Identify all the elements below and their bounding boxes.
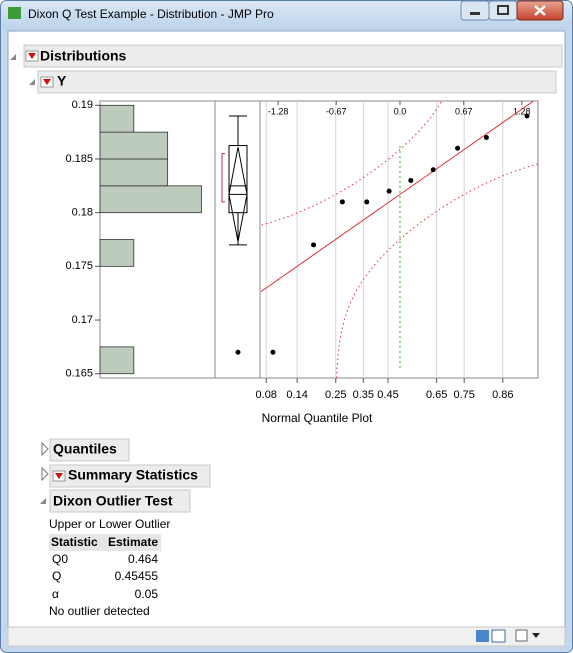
x-tick-label: 0.25 — [325, 389, 346, 401]
x-tick-label: 0.45 — [377, 389, 398, 401]
section-title: Quantiles — [53, 441, 117, 457]
shortest-half — [221, 153, 225, 203]
section-header[interactable] — [49, 489, 191, 513]
quantile-plot-title: Normal Quantile Plot — [262, 411, 373, 425]
quantile-plot-area — [261, 101, 538, 378]
disclosure-closed[interactable] — [41, 466, 49, 482]
section-title: Summary Statistics — [68, 467, 198, 483]
quantile-point — [430, 167, 436, 173]
quantile-point — [364, 199, 370, 205]
quantile-point — [339, 199, 345, 205]
top-tick-label: 0.67 — [455, 106, 473, 116]
top-tick-label: 1.28 — [513, 106, 531, 116]
column-header: Statistic — [51, 535, 98, 549]
row-value: 0.05 — [135, 587, 159, 601]
disclosure-open[interactable] — [29, 79, 35, 85]
section-title: Dixon Outlier Test — [53, 493, 173, 509]
quantile-point — [386, 188, 392, 194]
confidence-band — [261, 101, 443, 226]
report-icon[interactable] — [491, 629, 506, 643]
top-tick-label: -1.28 — [268, 106, 289, 116]
histogram-bar — [99, 158, 169, 187]
y-tick-label: 0.17 — [72, 314, 93, 326]
mean-diamond — [228, 147, 248, 242]
x-tick-label: 0.08 — [256, 389, 277, 401]
red-triangle — [55, 473, 63, 479]
histogram-bar — [99, 104, 135, 133]
variable-title: Y — [57, 73, 67, 89]
red-triangle — [28, 53, 36, 59]
histogram-bar — [99, 185, 202, 214]
y-tick-label: 0.18 — [72, 207, 93, 219]
y-tick-label: 0.19 — [72, 99, 93, 111]
x-tick-label: 0.65 — [426, 389, 447, 401]
histogram-bar — [99, 131, 169, 160]
histogram-bar — [99, 239, 135, 267]
app-icon — [8, 7, 21, 19]
status-bar — [7, 626, 566, 647]
y-tick-label: 0.175 — [65, 260, 93, 272]
maximize-icon — [497, 5, 509, 15]
dixon-subtitle: Upper or Lower Outlier — [49, 517, 170, 531]
disclosure-open[interactable] — [40, 498, 46, 504]
section-header[interactable] — [49, 464, 211, 488]
minimize-icon — [470, 12, 480, 15]
box — [228, 145, 248, 214]
y-tick-label: 0.165 — [65, 368, 93, 380]
checkbox-icon[interactable] — [515, 629, 528, 642]
table-header — [49, 534, 161, 551]
row-label: α — [52, 587, 59, 601]
x-tick-label: 0.14 — [286, 389, 307, 401]
quantile-point — [311, 242, 317, 248]
red-triangle — [43, 79, 51, 85]
conclusion: No outlier detected — [49, 604, 150, 618]
home-icon[interactable] — [476, 630, 489, 642]
quantile-point — [483, 135, 489, 141]
quantile-point — [408, 177, 414, 183]
row-label: Q — [52, 569, 61, 583]
x-tick-label: 0.35 — [353, 389, 374, 401]
x-tick-label: 0.86 — [492, 389, 513, 401]
window-title: Dixon Q Test Example - Distribution - JM… — [28, 7, 274, 21]
x-tick-label: 0.75 — [453, 389, 474, 401]
quantile-point — [524, 113, 530, 119]
variable-header — [37, 70, 557, 94]
histogram-bar — [99, 346, 135, 375]
quantile-point — [455, 145, 461, 151]
row-value: 0.464 — [128, 552, 158, 566]
row-label: Q0 — [52, 552, 68, 566]
maximize-button[interactable] — [488, 0, 518, 21]
fit-line — [261, 101, 535, 293]
top-tick-label: 0.0 — [394, 106, 407, 116]
minimize-button[interactable] — [460, 0, 490, 21]
column-header: Estimate — [108, 535, 158, 549]
disclosure-closed[interactable] — [41, 441, 49, 457]
disclosure-open[interactable] — [10, 54, 16, 60]
confidence-band — [336, 163, 538, 378]
dropdown-arrow[interactable] — [532, 633, 540, 638]
quantile-point — [270, 349, 276, 355]
outline-header — [23, 44, 563, 68]
outlier — [235, 349, 241, 355]
section-header[interactable] — [49, 438, 130, 462]
close-icon — [534, 5, 546, 16]
row-value: 0.45455 — [115, 569, 159, 583]
title-bar — [1, 1, 572, 30]
top-tick-label: -0.67 — [326, 106, 347, 116]
y-tick-label: 0.185 — [65, 153, 93, 165]
outline-title: Distributions — [40, 48, 127, 64]
